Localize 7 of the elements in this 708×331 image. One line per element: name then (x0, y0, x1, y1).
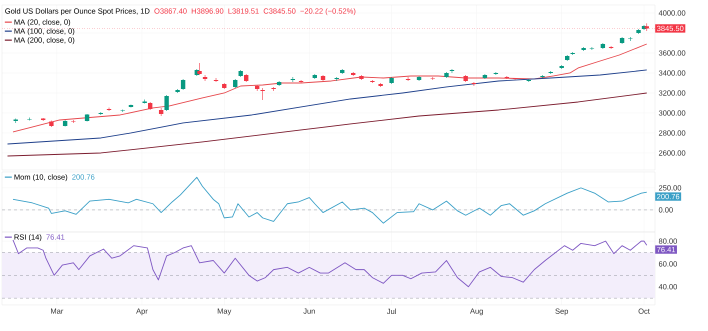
candlestick (180, 78, 186, 90)
candlestick (164, 94, 169, 112)
candlestick (406, 76, 410, 82)
candlestick (260, 88, 265, 100)
candlestick (202, 74, 208, 82)
candlestick (298, 80, 304, 84)
candlestick (512, 78, 518, 80)
